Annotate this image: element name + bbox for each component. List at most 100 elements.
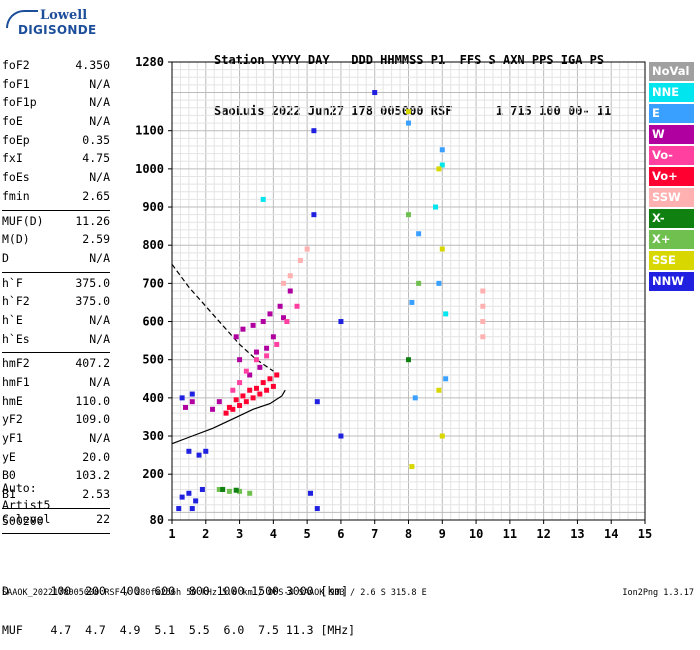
x-tick-label: 7 [371,527,378,541]
curve-profile [171,389,286,445]
data-point [416,231,422,237]
data-point [179,494,185,500]
param-name: yF1 [2,431,23,446]
data-point [216,486,222,492]
y-tick-label: 1100 [135,124,164,138]
y-tick-label: 400 [142,391,164,405]
data-point [250,395,256,401]
legend-item: SSW [649,188,694,207]
data-point [186,490,192,496]
data-point [264,345,270,351]
param-name: MUF(D) [2,213,44,228]
data-point [436,387,442,393]
legend-item: NNE [649,83,694,102]
data-point [314,399,320,405]
data-point [267,311,273,317]
data-point [433,204,439,210]
file-info-footer: SAAOK_2022178005000.RSF / 280fx256h 50 k… [2,588,427,598]
legend-item: X- [649,209,694,228]
data-point [176,506,182,512]
data-point [287,288,293,294]
x-tick-label: 5 [304,527,311,541]
param-separator [2,352,110,354]
data-point [436,280,442,286]
data-point [243,399,249,405]
data-point [270,334,276,340]
data-point [311,212,317,218]
y-tick-label: 900 [142,200,164,214]
data-point [287,273,293,279]
autoscaling-info: Auto: Artist5 500200 [2,480,50,530]
param-value: N/A [89,375,110,389]
legend-item: NoVal [649,62,694,81]
param-separator [2,507,110,509]
y-tick-label: 1280 [135,55,164,69]
param-row: yE 20.0 [2,450,110,469]
data-point [264,353,270,359]
param-value: 2.65 [82,188,110,203]
y-tick-label: 1000 [135,162,164,176]
x-tick-label: 6 [337,527,344,541]
data-point [260,380,266,386]
data-point [226,488,232,494]
data-point [372,90,378,96]
data-point [226,404,232,410]
data-point [439,433,445,439]
param-row: foF1p N/A [2,95,110,114]
param-value: 22 [96,511,110,526]
data-point [189,506,195,512]
data-point [274,372,280,378]
data-point [186,448,192,454]
data-point [304,246,310,252]
data-point [253,385,259,391]
data-point [314,506,320,512]
data-point [439,246,445,252]
y-tick-label: 80 [150,513,164,527]
curve-dashed [171,263,274,372]
x-tick-label: 12 [536,527,550,541]
data-point [436,166,442,172]
data-point [240,393,246,399]
data-point [406,212,411,218]
param-name: hmE [2,393,23,408]
x-tick-label: 3 [236,527,243,541]
x-tick-label: 11 [503,527,517,541]
x-tick-label: 1 [168,527,175,541]
data-point [406,120,411,126]
data-point [338,433,344,439]
param-value: 0.35 [82,132,110,147]
param-value: N/A [89,114,110,129]
param-name: D [2,250,9,265]
data-point [280,315,286,321]
legend-item: W [649,125,694,144]
param-row: h`F 375.0 [2,276,110,295]
param-row: M(D) 2.59 [2,232,110,251]
param-value: 109.0 [75,412,110,427]
data-point [237,488,243,494]
logo-arc-icon [6,10,38,28]
data-point [247,387,253,393]
data-point [439,147,445,153]
data-point [480,288,486,294]
param-row: C-level 22 [2,512,110,531]
data-point [230,387,236,393]
data-point [260,196,266,202]
data-point [233,334,239,340]
data-point [277,303,283,309]
scaled-parameters-panel: foF2 4.350 foF1 N/A foF1p N/A foE N/A foEp 0.35 fx… [2,58,110,537]
data-point [179,395,185,401]
param-name: M(D) [2,232,30,247]
param-row: hmF2 407.2 [2,356,110,375]
param-name: B1 [2,487,16,502]
param-name: C-level [2,511,51,526]
param-row: yF2 109.0 [2,412,110,431]
param-name: yE [2,449,16,464]
param-row: foEp 0.35 [2,133,110,152]
header-line-1: Station YYYY DAY DDD HHMMSS P1 FFS S AXN… [214,53,605,67]
data-point [416,280,422,286]
data-point [220,486,226,492]
param-name: h`F2 [2,294,30,309]
data-point [480,319,486,325]
legend-item: Vo+ [649,167,694,186]
param-value: N/A [89,76,110,91]
